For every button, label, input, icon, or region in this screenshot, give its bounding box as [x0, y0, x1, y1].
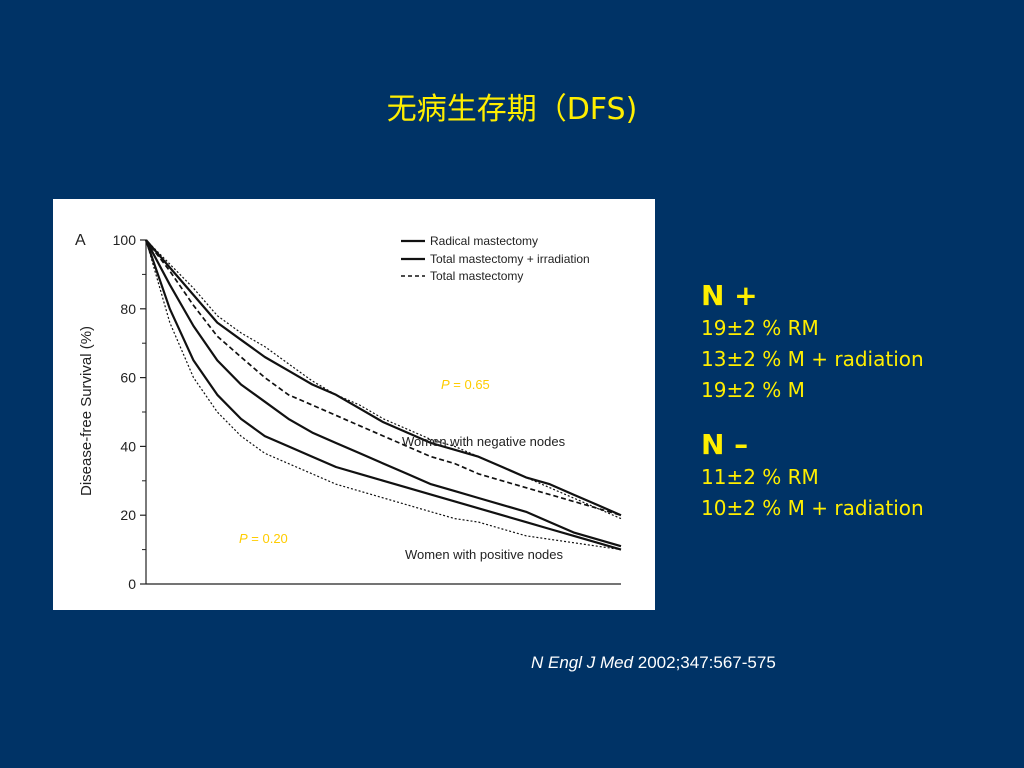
survival-chart: A Disease-free Survival (%) 0 20 40 60 80 100… — [75, 232, 622, 592]
curve-negative-nodes-dashed-2 — [145, 239, 622, 517]
y-tick-label: 80 — [120, 301, 136, 317]
y-tick-label: 0 — [128, 576, 136, 592]
node-negative-heading: N – — [701, 428, 749, 461]
annotation-negative-nodes: Women with negative nodes — [402, 434, 566, 449]
panel-label: A — [75, 232, 86, 249]
survival-chart-panel: A Disease-free Survival (%) 0 20 40 60 80 100… — [53, 199, 655, 610]
slide-title: 无病生存期（DFS) — [386, 92, 638, 127]
p-value-positive: P = 0.20 — [239, 531, 288, 546]
stat-line: 10±2 % M + radiation — [701, 496, 924, 520]
legend: Radical mastectomy Total mastectomy + ir… — [401, 234, 590, 283]
annotation-positive-nodes: Women with positive nodes — [405, 547, 564, 562]
y-tick-label: 40 — [120, 438, 136, 454]
node-positive-heading: N + — [701, 279, 758, 312]
curve-positive-nodes-solid-3 — [145, 239, 622, 548]
p-value: = 0.20 — [248, 531, 288, 546]
legend-label-total-irradiation: Total mastectomy + irradiation — [430, 252, 590, 266]
curve-positive-nodes-solid-4 — [144, 239, 622, 551]
curve-positive-nodes-dotted-5 — [145, 239, 622, 551]
y-tick-label: 20 — [120, 507, 136, 523]
citation-journal: N Engl J Med — [531, 653, 634, 672]
p-label: P — [239, 531, 248, 546]
stat-line: 19±2 % M — [701, 378, 805, 402]
stat-line: 11±2 % RM — [701, 465, 819, 489]
citation: N Engl J Med 2002;347:567-575 — [531, 653, 776, 673]
stat-line: 13±2 % M + radiation — [701, 347, 924, 371]
curve-negative-nodes-solid-0 — [145, 239, 622, 517]
survival-curves — [144, 239, 622, 551]
legend-label-radical: Radical mastectomy — [430, 234, 538, 248]
y-tick-label: 100 — [113, 232, 137, 248]
statistics-box: N + 19±2 % RM 13±2 % M + radiation 19±2 … — [701, 279, 924, 524]
p-value: = 0.65 — [450, 377, 490, 392]
curve-negative-nodes-dotted-1 — [145, 239, 622, 520]
citation-ref: 2002;347:567-575 — [633, 653, 776, 672]
p-value-negative: P = 0.65 — [441, 377, 490, 392]
y-axis-label: Disease-free Survival (%) — [78, 326, 95, 496]
y-tick-label: 60 — [120, 370, 136, 386]
stat-line: 19±2 % RM — [701, 316, 819, 340]
p-label: P — [441, 377, 450, 392]
legend-label-total: Total mastectomy — [430, 269, 523, 283]
axes: 0 20 40 60 80 100 — [113, 232, 621, 592]
